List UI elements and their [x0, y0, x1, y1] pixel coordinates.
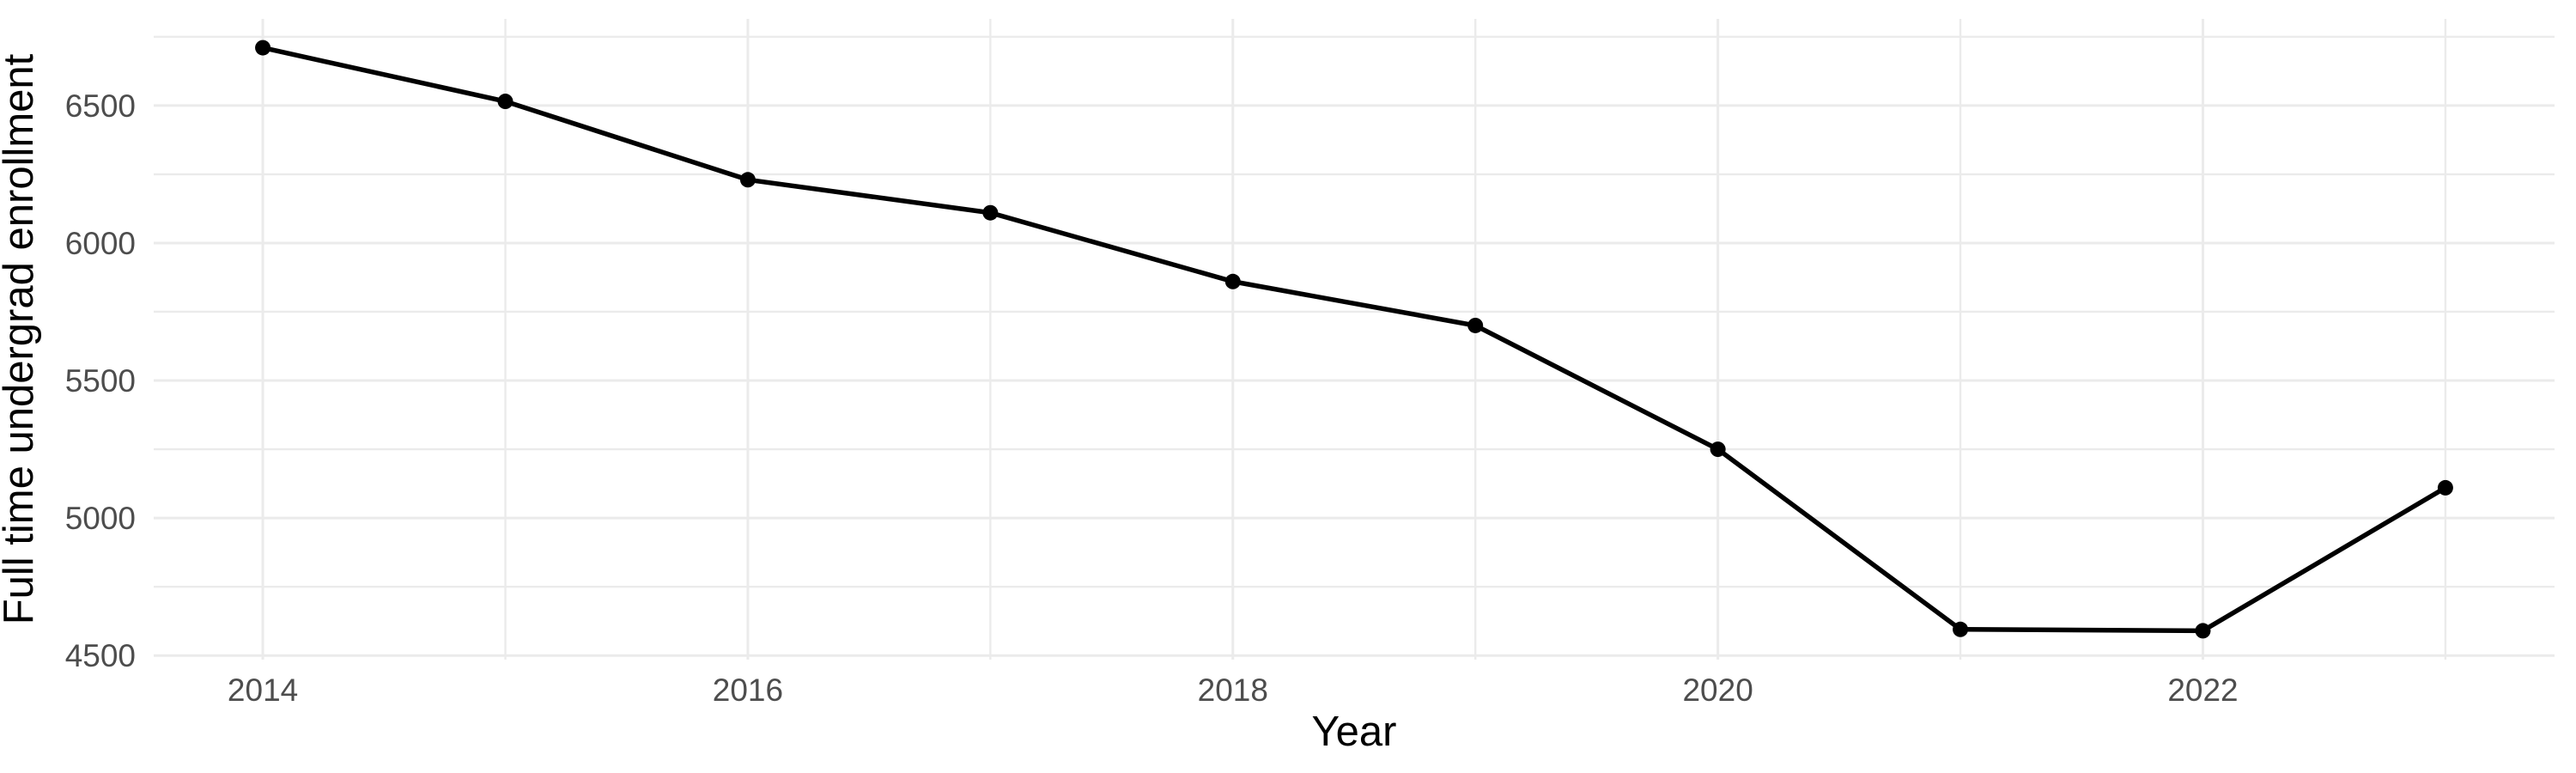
- data-point: [2195, 623, 2211, 639]
- data-point: [1467, 317, 1484, 333]
- enrollment-line: [262, 45, 2447, 634]
- x-tick-label: 2020: [1682, 673, 1753, 708]
- x-tick-label: 2016: [713, 673, 783, 708]
- data-point: [255, 40, 271, 56]
- data-point: [1224, 273, 1241, 289]
- line-series-layer: [255, 40, 2453, 639]
- x-axis-title: Year: [1311, 709, 1396, 755]
- data-point: [1953, 621, 1969, 637]
- data-point: [982, 204, 999, 221]
- y-tick-label: 4500: [65, 638, 136, 673]
- tick-labels-layer: 4500 5000 5500 6000 6500 2014 2016 2018 2020 2022: [65, 88, 2239, 708]
- x-tick-label: 2022: [2167, 673, 2238, 708]
- y-tick-label: 6000: [65, 226, 136, 261]
- x-tick-label: 2014: [228, 673, 298, 708]
- data-point: [497, 94, 513, 110]
- data-point: [739, 172, 756, 188]
- data-point: [1710, 441, 1726, 458]
- y-tick-label: 5500: [65, 363, 136, 399]
- y-axis-title: Full time undergrad enrollment: [0, 53, 42, 624]
- y-tick-label: 6500: [65, 88, 136, 124]
- data-point: [2437, 479, 2453, 496]
- y-tick-label: 5000: [65, 501, 136, 536]
- x-tick-label: 2018: [1198, 673, 1268, 708]
- gridlines-layer: [154, 19, 2555, 660]
